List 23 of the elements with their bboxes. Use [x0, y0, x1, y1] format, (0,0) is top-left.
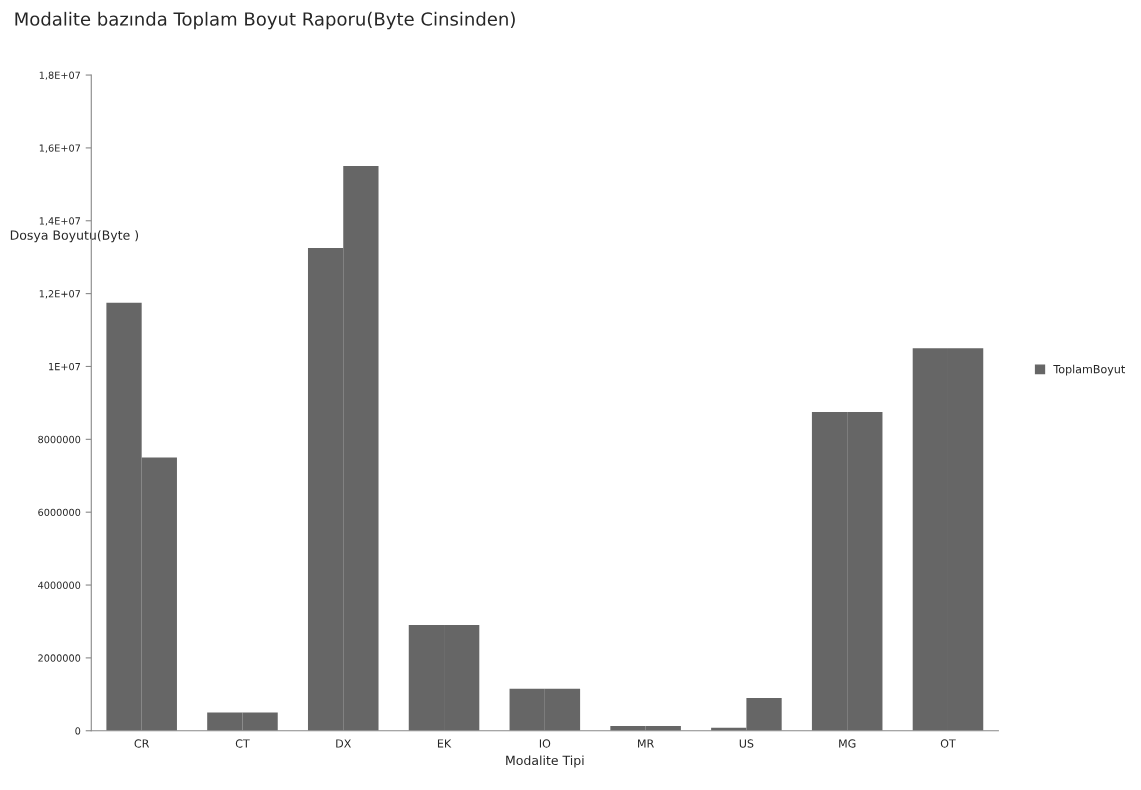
x-tick-label: US [739, 739, 754, 748]
x-tick-label: IO [539, 739, 551, 748]
x-tick-label: CR [134, 739, 150, 748]
x-tick-label: OT [940, 739, 956, 748]
x-axis-title: Modalite Tipi [506, 755, 584, 768]
y-tick-label: 4000000 [38, 581, 81, 589]
legend-label: ToplamBoyut [1053, 364, 1125, 376]
x-tick-label: DX [336, 739, 351, 748]
y-axis-title: Dosya Boyutu(Byte ) [10, 230, 139, 243]
y-tick-label: 1,6E+07 [39, 144, 81, 153]
y-tick-label: 8000000 [38, 435, 81, 444]
y-tick-label: 0 [75, 727, 81, 735]
x-tick-label: MG [839, 739, 856, 748]
y-tick-label: 1,8E+07 [39, 71, 81, 80]
x-tick-label: EK [437, 739, 452, 748]
x-tick-label: CT [235, 739, 250, 748]
y-tick-label: 2000000 [38, 654, 81, 662]
y-tick-label: 1E+07 [49, 362, 81, 371]
y-tick-label: 1,2E+07 [39, 290, 81, 299]
x-tick-label: MR [638, 739, 654, 748]
y-tick-label: 6000000 [38, 508, 81, 517]
chart-title: Modalite bazında Toplam Boyut Raporu(Byte Cinsinden) [15, 11, 515, 30]
y-tick-label: 1,4E+07 [39, 217, 81, 226]
